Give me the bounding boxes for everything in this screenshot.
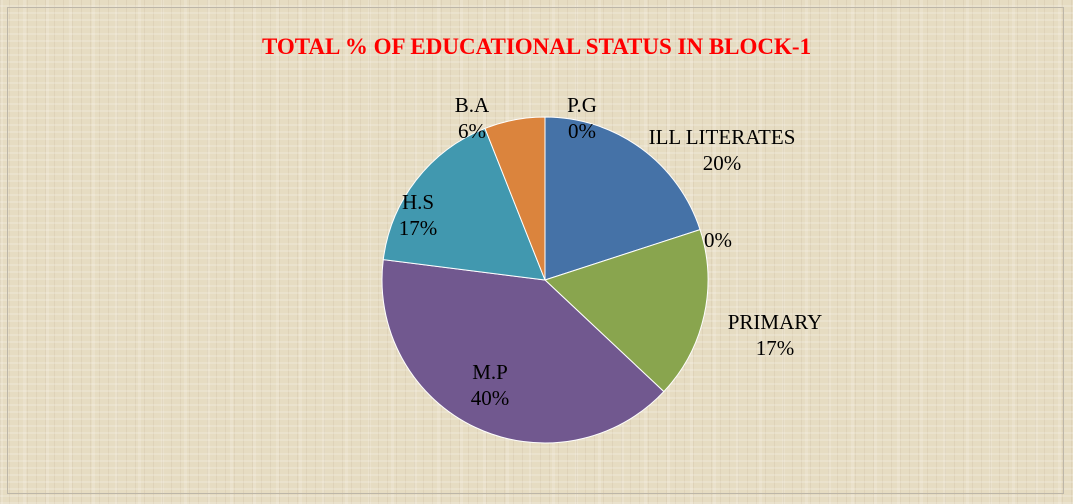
category-label: B.A — [454, 93, 490, 117]
slice-label: H.S 17% — [399, 189, 438, 241]
pie-slice — [381, 259, 665, 444]
pie-slice — [544, 228, 709, 393]
pie-slice — [544, 116, 701, 281]
chart-border — [7, 7, 1064, 494]
value-label: 17% — [755, 336, 795, 360]
value-label: 0% — [704, 228, 732, 252]
value-label: 40% — [470, 386, 510, 410]
category-label: ILL LITERATES — [648, 125, 796, 149]
value-label: 17% — [398, 216, 438, 240]
category-label: H.S — [401, 190, 435, 214]
pie-slice — [382, 127, 546, 281]
chart-title: TOTAL % OF EDUCATIONAL STATUS IN BLOCK-1 — [261, 34, 812, 59]
value-label: 0% — [568, 119, 596, 143]
category-label: M.P — [472, 360, 508, 384]
pie-slice — [484, 116, 546, 281]
slice-label: B.A 6% — [455, 92, 489, 144]
category-label: PRIMARY — [727, 310, 823, 334]
slice-label: 0% — [704, 227, 732, 253]
slice-label: PRIMARY 17% — [728, 309, 823, 361]
slice-label: ILL LITERATES 20% — [649, 124, 796, 176]
slice-label: M.P 40% — [471, 359, 510, 411]
category-label: P.G — [567, 93, 597, 117]
slice-label: P.G 0% — [567, 92, 597, 144]
value-label: 6% — [458, 119, 486, 143]
value-label: 20% — [702, 151, 742, 175]
